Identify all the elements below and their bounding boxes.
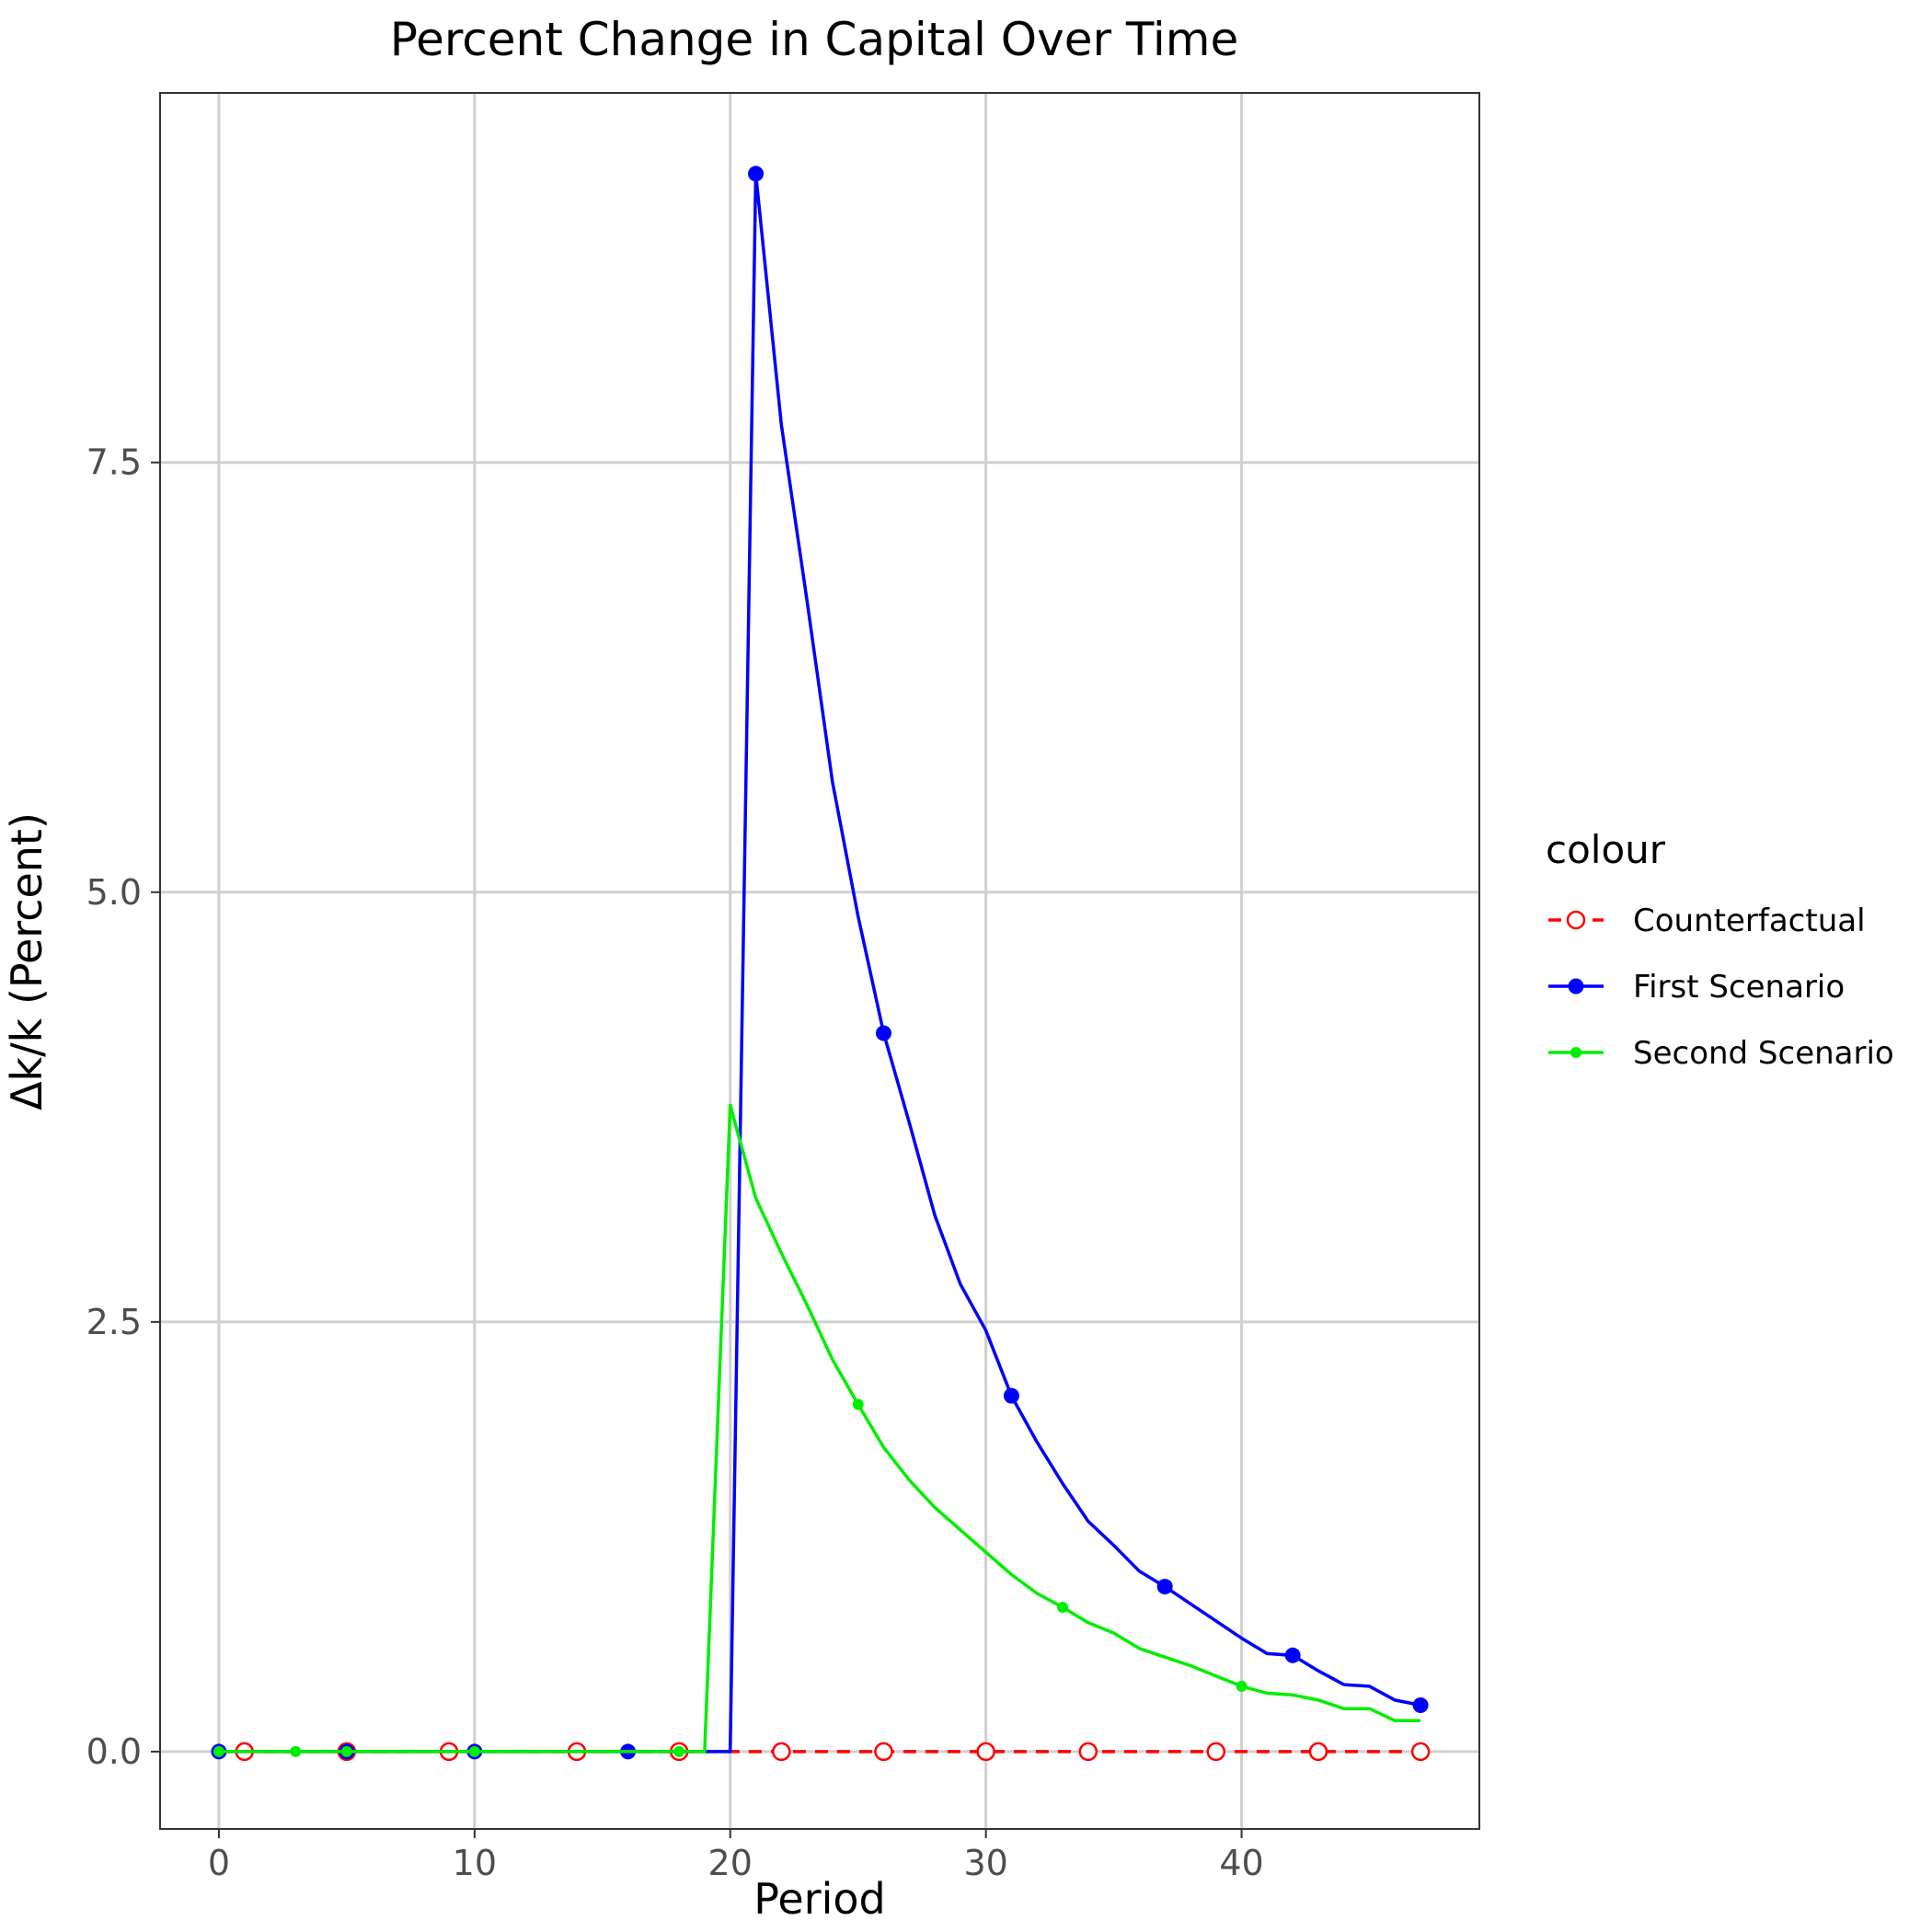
y-axis-title: Δk/k (Percent) — [2, 812, 52, 1110]
data-point — [1003, 1387, 1019, 1404]
x-tick-label: 0 — [208, 1843, 230, 1883]
data-point — [213, 1745, 224, 1757]
legend-label: First Scenario — [1633, 969, 1845, 1006]
data-point — [1284, 1647, 1301, 1663]
y-tick-label: 2.5 — [86, 1302, 142, 1342]
data-point — [1308, 1742, 1328, 1762]
data-point — [852, 1398, 864, 1410]
legend-title: colour — [1546, 827, 1666, 872]
x-tick-label: 10 — [453, 1843, 497, 1883]
data-point — [468, 1745, 480, 1757]
data-point — [1206, 1742, 1226, 1762]
chart-title: Percent Change in Capital Over Time — [390, 13, 1239, 66]
y-tick-label: 0.0 — [86, 1731, 142, 1772]
x-axis-title: Period — [753, 1874, 885, 1924]
x-tick-label: 20 — [708, 1843, 753, 1883]
legend-label: Counterfactual — [1633, 903, 1866, 939]
series-line — [218, 1103, 1421, 1754]
data-point — [1236, 1680, 1248, 1692]
data-point — [748, 166, 765, 182]
legend-key — [1548, 978, 1604, 995]
data-point — [1156, 1579, 1173, 1595]
data-point — [772, 1742, 791, 1762]
data-point — [673, 1745, 685, 1757]
data-point — [1078, 1742, 1098, 1762]
data-point — [874, 1742, 893, 1762]
x-tick-label: 40 — [1219, 1843, 1263, 1883]
data-point — [1412, 1696, 1429, 1713]
legend-key-marker — [1566, 910, 1586, 930]
data-point — [340, 1745, 352, 1757]
data-point — [1410, 1742, 1431, 1762]
legend: colour Counterfactual First Scenario Secon… — [1546, 827, 1894, 1072]
legend-key — [1548, 1047, 1604, 1058]
series-second-scenario — [213, 1103, 1421, 1757]
data-point — [290, 1745, 302, 1757]
y-tick-label: 5.0 — [86, 872, 142, 913]
legend-label: Second Scenario — [1633, 1035, 1894, 1072]
data-point — [1057, 1601, 1069, 1613]
data-point — [875, 1025, 891, 1041]
x-tick-label: 30 — [963, 1843, 1007, 1883]
series-layer — [211, 166, 1431, 1762]
data-point — [976, 1742, 995, 1762]
legend-key-marker — [1568, 978, 1584, 995]
legend-key — [1548, 910, 1604, 930]
plot-panel-border — [159, 92, 1480, 1830]
axis-layer: 0 10 20 30 40 0.0 2.5 5.0 7.5 — [86, 443, 1264, 1883]
legend-key-marker — [1570, 1047, 1581, 1058]
y-tick-label: 7.5 — [86, 443, 142, 483]
